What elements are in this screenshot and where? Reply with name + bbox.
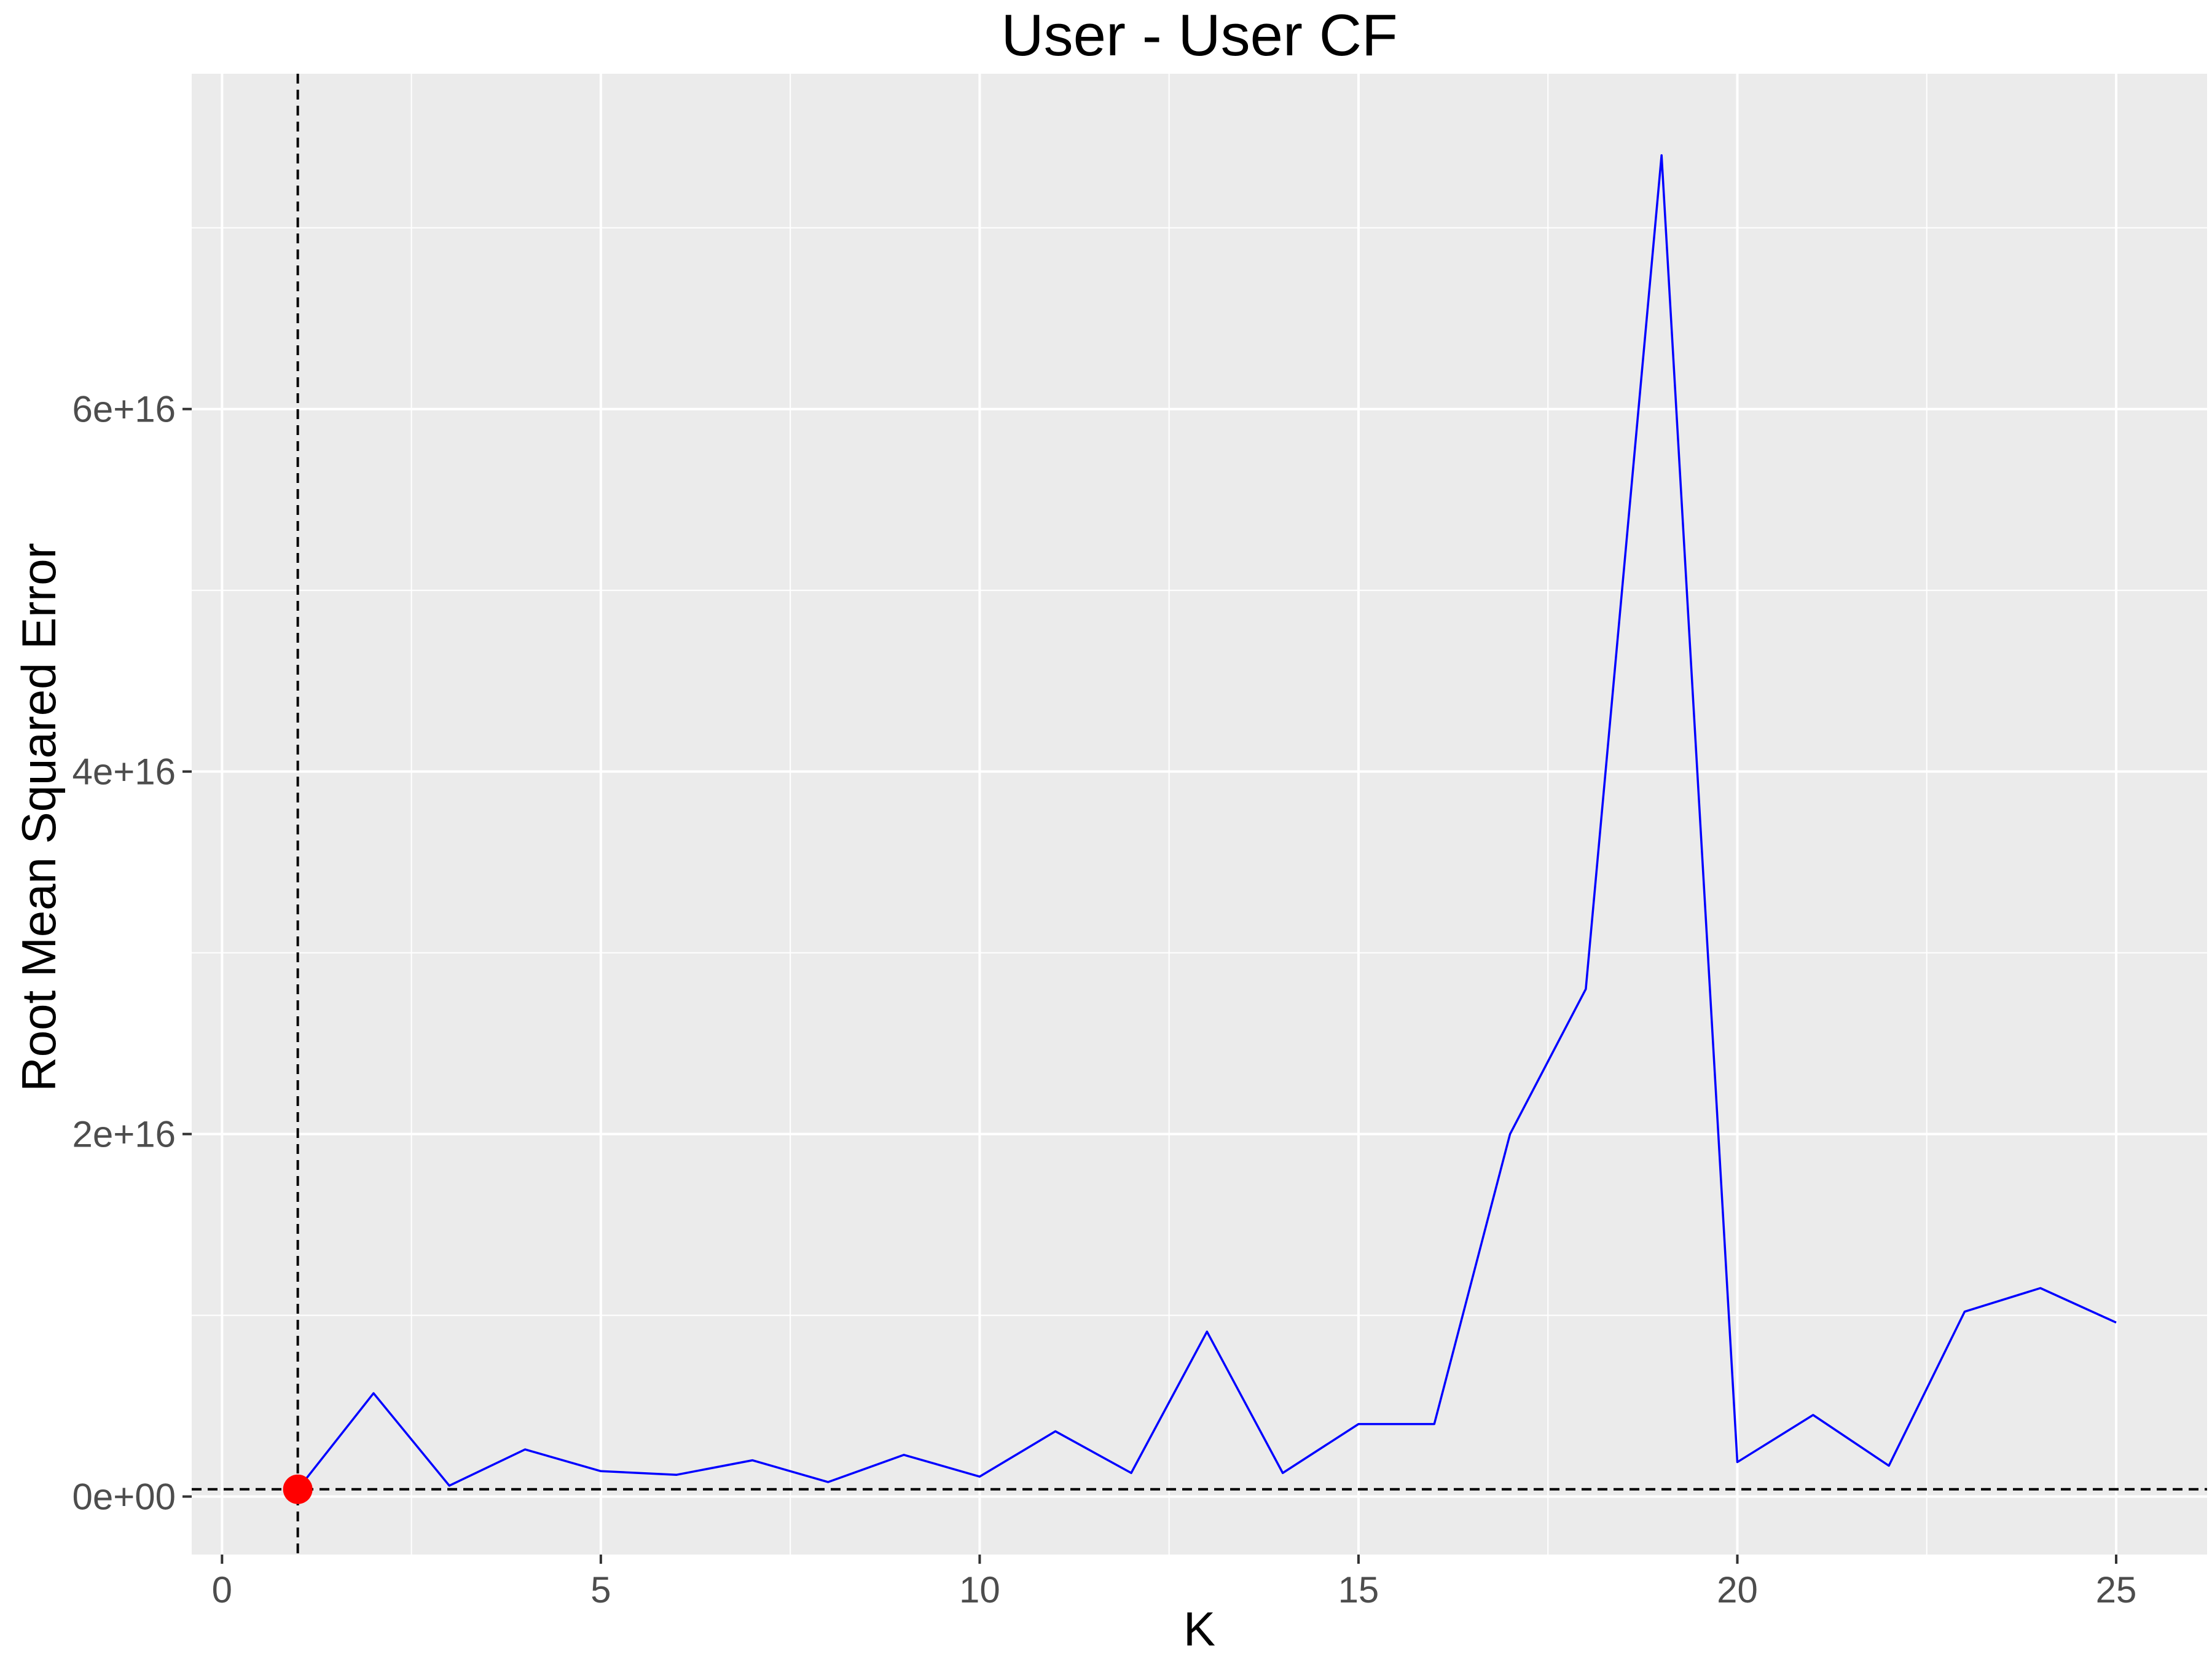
panel-background bbox=[192, 74, 2207, 1555]
x-tick-label: 20 bbox=[1717, 1569, 1758, 1610]
y-axis-title: Root Mean Squared Error bbox=[12, 543, 66, 1091]
major-gridlines bbox=[192, 74, 2207, 1555]
y-tick-label: 6e+16 bbox=[72, 389, 176, 430]
series-group bbox=[297, 154, 2117, 1490]
minor-gridlines bbox=[192, 74, 2207, 1555]
x-tick-label: 0 bbox=[212, 1569, 232, 1610]
x-axis: 0 5 10 15 20 25 bbox=[212, 1555, 2137, 1610]
x-axis-title: K bbox=[1183, 1602, 1215, 1656]
x-tick-label: 25 bbox=[2096, 1569, 2137, 1610]
chart-title: User - User CF bbox=[1001, 2, 1397, 68]
y-tick-label: 2e+16 bbox=[72, 1114, 176, 1155]
min-rmse-point bbox=[283, 1474, 313, 1504]
reference-lines bbox=[192, 74, 2207, 1555]
rmse-line bbox=[297, 154, 2117, 1490]
highlight-points bbox=[283, 1474, 313, 1504]
y-tick-label: 4e+16 bbox=[72, 751, 176, 793]
x-tick-label: 10 bbox=[959, 1569, 1000, 1610]
x-tick-label: 15 bbox=[1338, 1569, 1379, 1610]
y-tick-label: 0e+00 bbox=[72, 1477, 176, 1518]
y-axis: 0e+00 2e+16 4e+16 6e+16 bbox=[72, 389, 192, 1518]
x-tick-label: 5 bbox=[590, 1569, 611, 1610]
